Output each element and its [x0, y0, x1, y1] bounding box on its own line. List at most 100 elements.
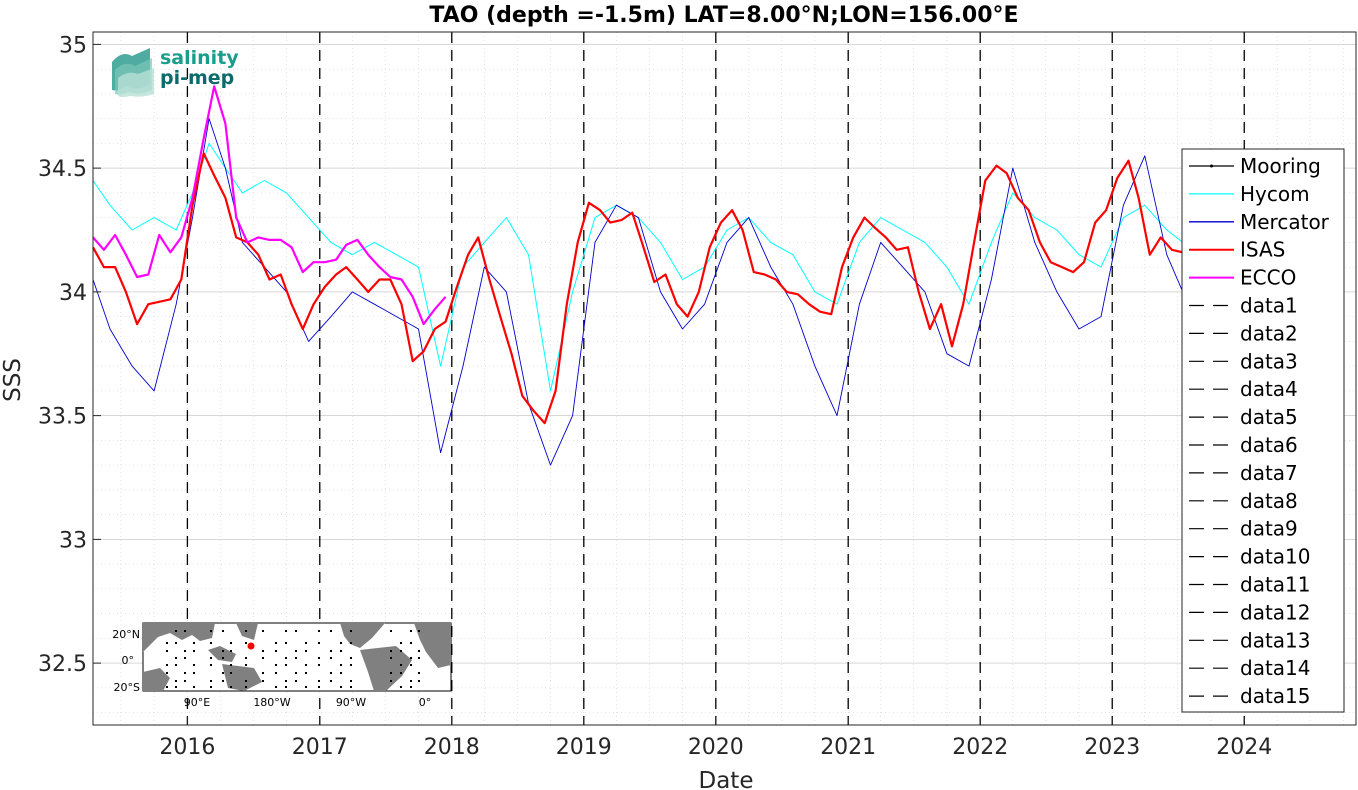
inset-mooring-dot: [222, 630, 224, 632]
inset-mooring-dot: [210, 680, 212, 682]
inset-mooring-dot: [166, 686, 168, 688]
inset-mooring-dot: [245, 664, 247, 666]
chart-title: TAO (depth =-1.5m) LAT=8.00°N;LON=156.00…: [429, 3, 1018, 28]
inset-mooring-dot: [305, 642, 307, 644]
inset-mooring-dot: [184, 657, 186, 659]
inset-mooring-dot: [318, 642, 320, 644]
inset-mooring-dot: [222, 650, 224, 652]
inset-mooring-dot: [175, 657, 177, 659]
inset-mooring-dot: [285, 686, 287, 688]
inset-mooring-dot: [418, 657, 420, 659]
inset-map: 20°N 0° 20°S 90°E 180°W 90°W 0°: [112, 622, 452, 709]
inset-mooring-dot: [350, 686, 352, 688]
legend-label-data14: data14: [1240, 656, 1311, 680]
inset-mooring-dot: [305, 650, 307, 652]
inset-mooring-dot: [418, 680, 420, 682]
inset-mooring-dot: [295, 672, 297, 674]
inset-mooring-dot: [166, 650, 168, 652]
inset-mooring-dot: [285, 630, 287, 632]
inset-mooring-dot: [166, 642, 168, 644]
inset-mooring-dot: [390, 650, 392, 652]
inset-mooring-dot: [400, 686, 402, 688]
inset-mooring-dot: [400, 672, 402, 674]
inset-mooring-dot: [193, 642, 195, 644]
inset-mooring-dot: [193, 672, 195, 674]
legend-label-data11: data11: [1240, 573, 1311, 597]
inset-mooring-dot: [222, 672, 224, 674]
inset-mooring-dot: [318, 630, 320, 632]
legend-label-data2: data2: [1240, 321, 1298, 345]
inset-mooring-dot: [285, 664, 287, 666]
inset-location-marker: [247, 642, 255, 650]
series-line-ecco: [92, 85, 447, 326]
inset-mooring-dots: [166, 630, 420, 688]
inset-mooring-dot: [245, 680, 247, 682]
inset-mooring-dot: [245, 657, 247, 659]
inset-mooring-dot: [295, 650, 297, 652]
inset-mooring-dot: [222, 657, 224, 659]
legend-label-data8: data8: [1240, 489, 1298, 513]
inset-mooring-dot: [210, 630, 212, 632]
inset-mooring-dot: [184, 672, 186, 674]
inset-mooring-dot: [350, 630, 352, 632]
legend-label-data9: data9: [1240, 517, 1298, 541]
x-tick-label: 2023: [1084, 735, 1140, 760]
legend-label-data7: data7: [1240, 461, 1298, 485]
inset-mooring-dot: [418, 630, 420, 632]
x-tick-label: 2022: [952, 735, 1008, 760]
x-tick-label: 2016: [159, 735, 215, 760]
inset-mooring-dot: [330, 680, 332, 682]
inset-mooring-dot: [390, 657, 392, 659]
inset-mooring-dot: [340, 642, 342, 644]
inset-mooring-dot: [305, 664, 307, 666]
inset-mooring-dot: [230, 664, 232, 666]
inset-mooring-dot: [350, 680, 352, 682]
inset-mooring-dot: [184, 650, 186, 652]
x-tick-label: 2019: [556, 735, 612, 760]
inset-mooring-dot: [262, 680, 264, 682]
inset-mooring-dot: [330, 657, 332, 659]
x-tick-label: 2018: [424, 735, 480, 760]
inset-mooring-dot: [175, 664, 177, 666]
logo-line2: pi-mep: [160, 67, 234, 89]
inset-mooring-dot: [418, 672, 420, 674]
legend-label-mooring: Mooring: [1240, 154, 1321, 178]
inset-mooring-dot: [245, 686, 247, 688]
inset-mooring-dot: [262, 630, 264, 632]
inset-mooring-dot: [175, 642, 177, 644]
inset-mooring-dot: [210, 664, 212, 666]
inset-mooring-dot: [275, 642, 277, 644]
inset-mooring-dot: [400, 642, 402, 644]
series-lines: [92, 85, 1184, 466]
legend-label-data6: data6: [1240, 433, 1298, 457]
inset-mooring-dot: [275, 686, 277, 688]
inset-mooring-dot: [318, 657, 320, 659]
legend-label-ecco: ECCO: [1240, 266, 1296, 290]
inset-mooring-dot: [410, 664, 412, 666]
inset-mooring-dot: [350, 657, 352, 659]
inset-mooring-dot: [410, 630, 412, 632]
inset-mooring-dot: [275, 650, 277, 652]
inset-mooring-dot: [175, 686, 177, 688]
inset-mooring-dot: [410, 686, 412, 688]
inset-mooring-dot: [184, 630, 186, 632]
inset-mooring-dot: [340, 672, 342, 674]
inset-mooring-dot: [390, 672, 392, 674]
axis-ticks: 32.5 33 33.5 34 34.5 35 2016 2017 2018 2019 2020 20…: [38, 33, 1272, 760]
inset-mooring-dot: [210, 657, 212, 659]
annual-marker-lines: [186, 32, 1245, 725]
inset-mooring-dot: [210, 642, 212, 644]
legend-label-mercator: Mercator: [1240, 210, 1330, 234]
inset-mooring-dot: [410, 642, 412, 644]
legend-label-data13: data13: [1240, 628, 1311, 652]
legend-label-hycom: Hycom: [1240, 182, 1310, 206]
inset-mooring-dot: [285, 657, 287, 659]
legend-label-isas: ISAS: [1240, 238, 1285, 262]
inset-mooring-dot: [295, 630, 297, 632]
y-axis-label: SSS: [0, 358, 26, 402]
y-tick-label: 34.5: [38, 157, 87, 182]
inset-mooring-dot: [295, 657, 297, 659]
salinity-pi-mep-logo: salinity pi-mep: [112, 47, 239, 97]
inset-mooring-dot: [390, 630, 392, 632]
legend-label-data10: data10: [1240, 545, 1311, 569]
